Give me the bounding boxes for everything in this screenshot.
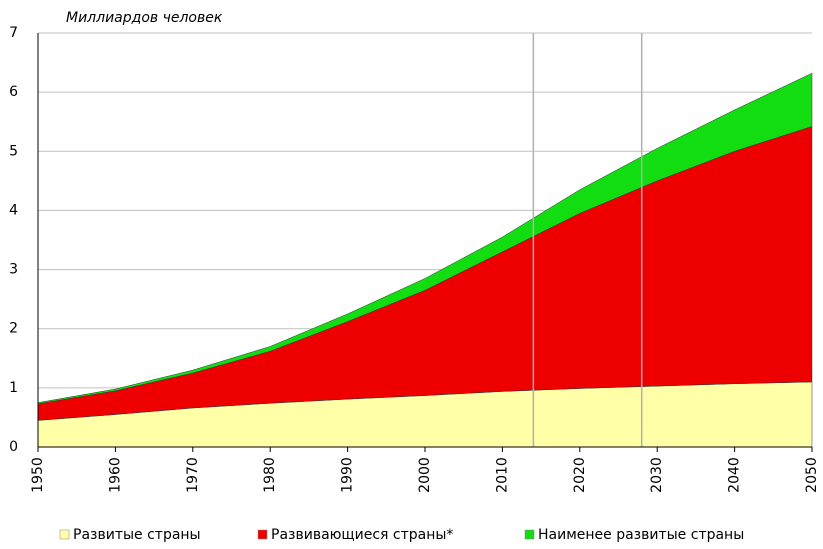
x-tick-label: 2010 bbox=[494, 457, 510, 493]
x-tick-label: 1990 bbox=[340, 457, 356, 493]
x-tick-label: 2000 bbox=[417, 457, 433, 493]
x-tick-label: 2020 bbox=[572, 457, 588, 493]
legend-label: Наименее развитые страны bbox=[538, 527, 744, 543]
legend-swatch bbox=[257, 529, 268, 540]
y-tick-label: 6 bbox=[9, 84, 18, 100]
legend-swatch bbox=[524, 529, 535, 540]
area bbox=[37, 126, 813, 421]
x-tick-label: 1960 bbox=[107, 457, 123, 493]
y-tick-label: 2 bbox=[9, 321, 18, 337]
legend-swatch bbox=[59, 529, 70, 540]
legend-label: Развитые страны bbox=[73, 527, 201, 543]
legend-label: Развивающиеся страны* bbox=[271, 527, 453, 543]
area bbox=[37, 72, 813, 405]
y-tick-label: 1 bbox=[9, 380, 18, 396]
x-tick-label: 1980 bbox=[262, 457, 278, 493]
y-tick-label: 5 bbox=[9, 143, 18, 159]
x-tick-label: 2040 bbox=[727, 457, 743, 493]
x-tick-label: 2030 bbox=[649, 457, 665, 493]
y-tick-label: 7 bbox=[9, 25, 18, 41]
x-tick-label: 1950 bbox=[30, 457, 46, 493]
y-tick-label: 4 bbox=[9, 202, 18, 218]
y-tick-label: 0 bbox=[9, 439, 18, 455]
y-tick-label: 3 bbox=[9, 262, 18, 278]
x-tick-label: 2050 bbox=[804, 457, 820, 493]
x-tick-label: 1970 bbox=[185, 457, 201, 493]
chart-title: Миллиардов человек bbox=[66, 10, 223, 26]
